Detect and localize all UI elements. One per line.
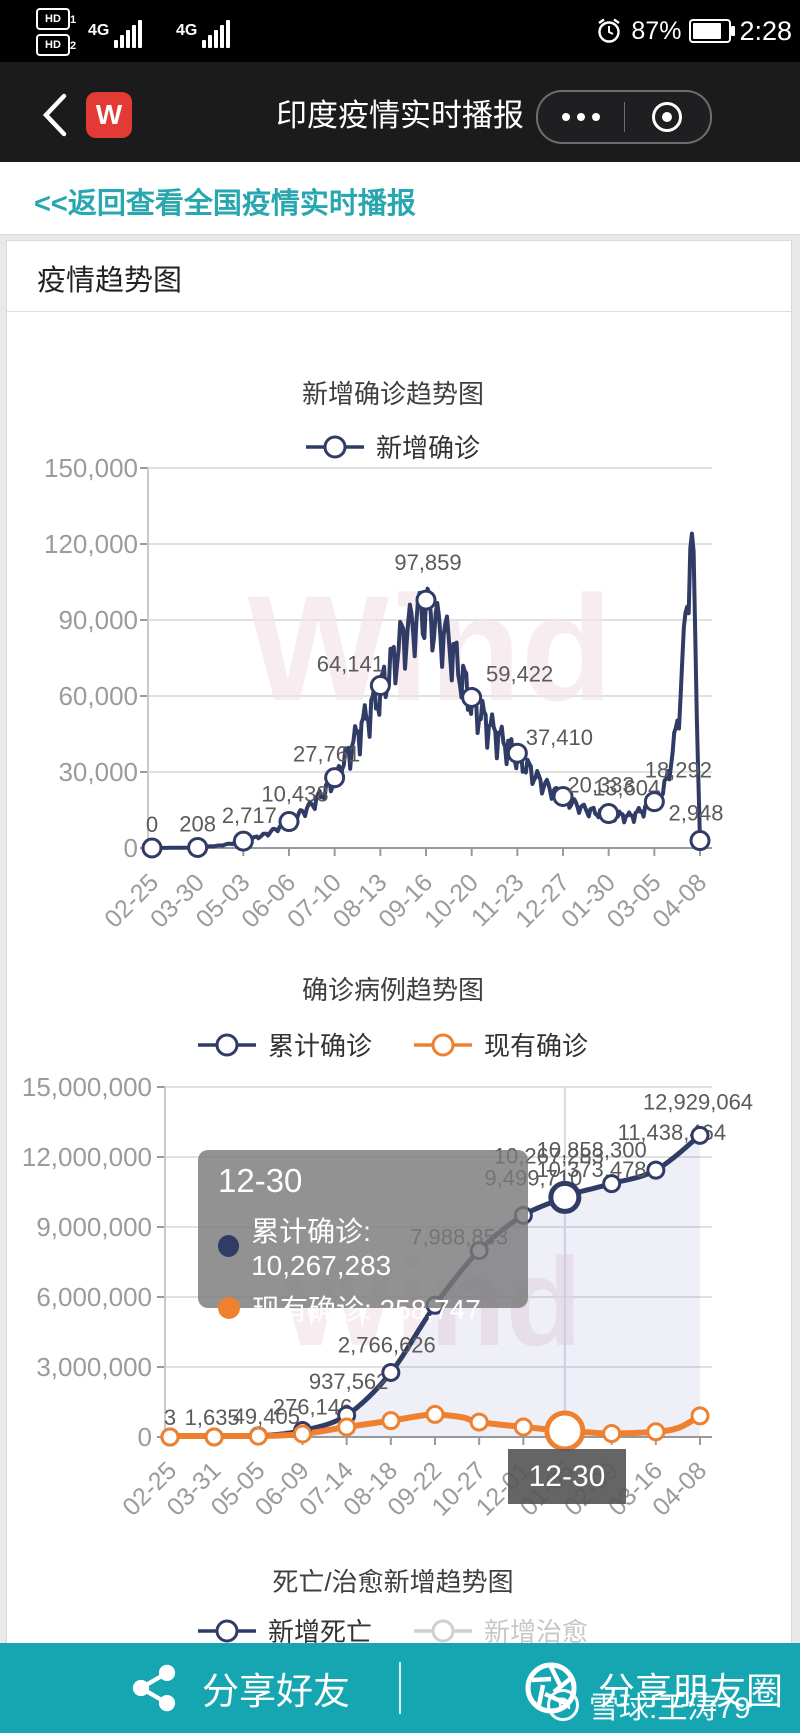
legend-label: 现有确诊 [484, 1031, 589, 1061]
signal-icon-2: 4G [176, 16, 231, 48]
miniprogram-capsule [536, 90, 712, 144]
hd2-sub: 2 [70, 40, 77, 52]
share-divider [399, 1662, 401, 1714]
app-badge-icon: W [86, 92, 132, 138]
legend-item[interactable]: 新增治愈 [414, 1612, 588, 1649]
legend-marker-icon [414, 1619, 472, 1642]
legend-label: 新增治愈 [484, 1617, 589, 1647]
axis-hover-tag: 12-30 [508, 1449, 626, 1504]
legend-item[interactable]: 新增死亡 [197, 1612, 372, 1649]
chart1-legend: 新增确诊 [0, 428, 786, 465]
tooltip-date: 12-30 [218, 1162, 303, 1199]
battery-percent: 87% [631, 16, 682, 45]
legend-label: 新增死亡 [267, 1617, 372, 1647]
hd2-icon: HD [36, 34, 70, 56]
legend-item[interactable]: 累计确诊 [197, 1026, 372, 1063]
card-title: 疫情趋势图 [37, 265, 183, 297]
status-bar: HD 1 HD 2 4G 4G 87% 2:28 [0, 0, 800, 62]
moments-aperture-icon [525, 1662, 577, 1714]
hd1-sub: 1 [70, 14, 77, 26]
share-moments-button[interactable]: 分享朋友圈 [524, 1643, 783, 1733]
user-watermark: 雪球:王涛79 [545, 1683, 751, 1727]
exit-button[interactable] [625, 92, 711, 142]
share-nodes-icon [132, 1664, 176, 1712]
legend-label: 累计确诊 [267, 1031, 372, 1061]
chart3-title: 死亡/治愈新增趋势图 [272, 1567, 514, 1597]
alarm-icon [598, 18, 621, 43]
more-options-button[interactable] [538, 92, 624, 142]
back-to-national-link[interactable]: <<返回查看全国疫情实时播报 [34, 188, 416, 220]
chart-tooltip: 12-30 累计确诊: 10,267,283 现有确诊: 258,747 [198, 1150, 528, 1325]
ellipsis-icon [561, 113, 600, 121]
legend-marker-icon [197, 1619, 256, 1642]
share-moments-label: 分享朋友圈 [598, 1671, 783, 1712]
clock-time: 2:28 [739, 15, 792, 46]
active-dot-icon [218, 1297, 240, 1319]
nav-bar: W 印度疫情实时播报 [0, 62, 800, 162]
legend-label: 新增确诊 [375, 433, 480, 463]
chart2-legend: 累计确诊 现有确诊 [0, 1026, 786, 1063]
battery-icon [689, 19, 736, 43]
chart2-title: 确诊病例趋势图 [301, 975, 484, 1005]
chart1-title: 新增确诊趋势图 [301, 379, 484, 409]
card-divider [7, 311, 791, 312]
page-title: 印度疫情实时播报 [276, 98, 524, 133]
user-watermark-text: 雪球:王涛79 [589, 1692, 751, 1725]
tooltip-cumulative: 累计确诊: 10,267,283 [251, 1216, 392, 1281]
legend-item[interactable]: 新增确诊 [305, 428, 480, 465]
link-band: <<返回查看全国疫情实时播报 [0, 162, 800, 235]
legend-marker-icon [414, 1033, 472, 1056]
chart3-legend: 新增死亡 新增治愈 [0, 1612, 786, 1649]
cumulative-dot-icon [218, 1235, 240, 1257]
tooltip-active: 现有确诊: 258,747 [252, 1294, 481, 1325]
signal-icon-1: 4G [88, 16, 143, 48]
capsule-divider [623, 102, 625, 132]
share-bar: 分享好友 分享朋友圈 [0, 1643, 800, 1733]
target-circle-icon [652, 102, 683, 132]
legend-marker-icon [197, 1033, 256, 1056]
legend-marker-icon [305, 435, 364, 458]
hd1-icon: HD [36, 8, 70, 30]
legend-item[interactable]: 现有确诊 [414, 1026, 588, 1063]
snowball-logo-icon [547, 1689, 579, 1721]
back-icon[interactable] [38, 92, 70, 138]
share-friend-button[interactable]: 分享好友 [128, 1643, 350, 1733]
share-friend-label: 分享好友 [202, 1671, 350, 1712]
